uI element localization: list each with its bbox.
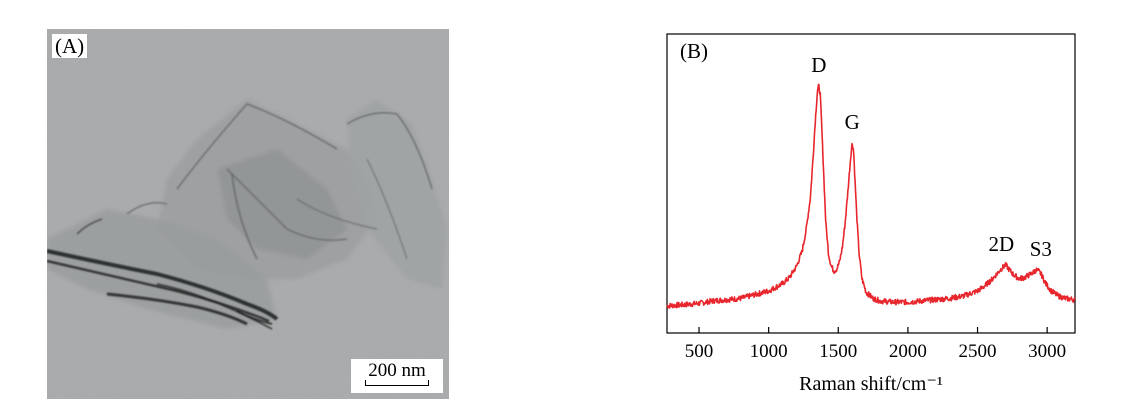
peak-label: D (811, 53, 826, 77)
x-tick-label: 1500 (819, 341, 857, 362)
x-tick-label: 2500 (959, 341, 997, 362)
peak-annotations: D G 2D S3 (811, 53, 1052, 261)
panel-a-label: (A) (52, 34, 88, 58)
tem-image-panel: (A) 200 nm (47, 29, 449, 399)
tem-micrograph (47, 29, 449, 399)
raman-chart: 500 1000 1500 2000 2500 3000 D G 2D S3 (B) Raman… (666, 33, 1076, 395)
x-tick-label: 1000 (750, 341, 788, 362)
scale-bar-line (365, 385, 429, 386)
scale-bar-tick-left (365, 380, 366, 386)
folded-edges (47, 218, 279, 330)
raman-chart-panel: 500 1000 1500 2000 2500 3000 D G 2D S3 (B) Raman… (640, 18, 1120, 415)
x-tick-label: 500 (685, 341, 714, 362)
peak-label: S3 (1030, 237, 1052, 261)
peak-label: 2D (989, 232, 1015, 256)
x-tick-label: 2000 (889, 341, 927, 362)
plot-frame (666, 33, 1076, 334)
scale-bar-tick-right (428, 380, 429, 386)
scale-bar: 200 nm (351, 359, 443, 393)
panel-b-label: (B) (680, 39, 708, 63)
x-tick-label: 3000 (1028, 341, 1066, 362)
x-axis-label: Raman shift/cm⁻¹ (799, 373, 943, 395)
scale-bar-text: 200 nm (368, 360, 426, 381)
raman-spectrum-line (666, 83, 1076, 309)
peak-label: G (845, 110, 860, 134)
x-axis-ticks: 500 1000 1500 2000 2500 3000 (685, 327, 1066, 362)
sheet-edges (126, 103, 433, 260)
